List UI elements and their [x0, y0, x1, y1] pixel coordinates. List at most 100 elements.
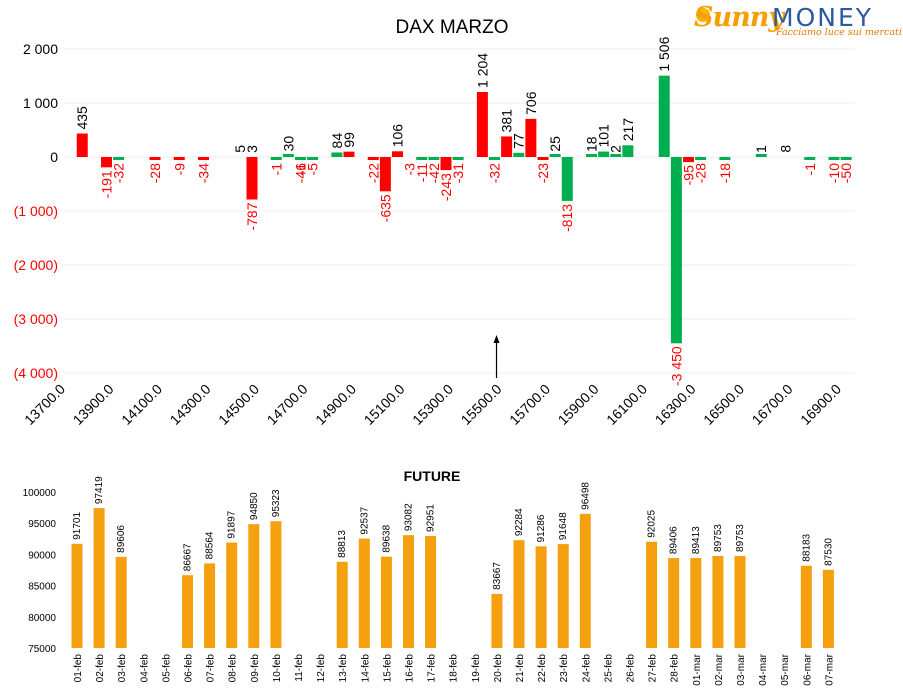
bar [513, 540, 525, 648]
data-label: -28 [147, 163, 163, 183]
bar [198, 157, 209, 160]
y-tick-label: (4 000) [14, 365, 58, 381]
data-label: 2 [608, 145, 624, 153]
x-tick-label: 18-feb [449, 654, 460, 683]
data-label: -18 [717, 163, 733, 183]
bar [598, 151, 610, 157]
x-tick-label: 26-feb [626, 654, 637, 683]
bar [428, 157, 440, 160]
bar [561, 157, 573, 201]
data-label: -50 [838, 163, 854, 183]
data-label: 25 [547, 136, 563, 152]
x-tick-label: 06-feb [184, 654, 195, 683]
x-tick-label: 15-feb [382, 654, 393, 683]
x-tick-label: 13-feb [338, 654, 349, 683]
bar [535, 546, 547, 648]
data-label: 8 [778, 145, 794, 153]
data-labels: 435 -191 -28 -9 -34 -787 -46 99 -22 -635 106 -243 1 … [74, 36, 854, 386]
price-marker-arrow [493, 335, 500, 378]
logo-tagline: Facciamo luce sui mercati [776, 27, 902, 38]
y-tick-label: (1 000) [14, 203, 58, 219]
bar [113, 157, 125, 160]
bar [586, 154, 597, 157]
data-label: 3 [244, 145, 260, 153]
sun-icon [696, 8, 710, 22]
x-tick-label: 16500.0 [700, 381, 747, 428]
data-label: 88813 [337, 530, 348, 558]
arrow-head [493, 335, 500, 343]
bar [622, 145, 634, 157]
bar [392, 151, 403, 157]
x-tick-label: 11-feb [294, 654, 305, 682]
bar [101, 157, 112, 168]
data-label: 89413 [691, 526, 702, 554]
x-tick-label: 01-mar [692, 653, 703, 685]
y-tick-label: 1 000 [23, 95, 58, 111]
bar [537, 157, 549, 160]
x-tick-label: 15500.0 [458, 381, 505, 428]
data-label: 92284 [514, 508, 525, 536]
data-label: -9 [171, 163, 187, 176]
bar [549, 154, 561, 157]
data-label: 217 [620, 118, 636, 142]
data-label: 99 [341, 132, 357, 148]
data-label: 89753 [735, 524, 746, 552]
x-tick-label: 05-feb [161, 654, 172, 683]
data-label: 87530 [823, 538, 834, 566]
bar [695, 157, 707, 160]
logo-brand-right: MONEY [772, 3, 874, 32]
data-label: 89406 [669, 526, 680, 554]
y-tick-label: 100000 [23, 488, 57, 499]
data-label: 706 [523, 91, 539, 115]
x-tick-label: 16700.0 [749, 381, 796, 428]
data-label: -787 [244, 202, 260, 230]
x-tick-label: 14-feb [360, 654, 371, 683]
data-label: 89753 [713, 524, 724, 552]
data-label: 91701 [72, 512, 83, 540]
data-label: 30 [280, 136, 296, 152]
data-label: -42 [426, 163, 442, 183]
bar [380, 556, 392, 648]
bar [670, 157, 682, 344]
data-label: 91897 [227, 510, 238, 538]
y-tick-label: 80000 [28, 613, 56, 624]
data-label: 5 [232, 145, 248, 153]
bar [367, 157, 379, 160]
bar [489, 157, 500, 160]
data-label: 101 [596, 124, 612, 148]
y-tick-label: (2 000) [14, 257, 58, 273]
bar [658, 75, 670, 157]
data-label: -34 [196, 163, 212, 183]
bar [513, 152, 525, 157]
bar [336, 561, 348, 648]
bar [755, 154, 767, 157]
x-tick-label: 16900.0 [797, 381, 844, 428]
data-label: 97419 [94, 476, 105, 504]
data-label: 1 [753, 145, 769, 153]
x-tick-label: 16100.0 [603, 381, 650, 428]
x-tick-label: 24-feb [581, 654, 592, 683]
bar [246, 157, 258, 200]
bar [358, 538, 370, 648]
data-label: -32 [487, 163, 503, 183]
bar [476, 91, 488, 157]
bar [182, 575, 193, 648]
data-label: 18 [584, 136, 600, 152]
data-label: 88564 [205, 531, 216, 559]
data-label: -243 [438, 173, 454, 201]
bar [204, 563, 216, 648]
data-label: -95 [681, 165, 697, 185]
y-tick-label: (3 000) [14, 311, 58, 327]
data-label: 381 [499, 109, 515, 133]
data-label: 1 506 [656, 36, 672, 71]
x-tick-label: 06-mar [802, 653, 813, 685]
bar [804, 157, 816, 160]
future-chart: FUTURE 75000 80000 85000 90000 95000 100000 9… [23, 468, 836, 686]
y-tick-label: 85000 [28, 582, 56, 593]
x-tick-label: 07-mar [824, 653, 835, 685]
data-label: -22 [365, 163, 381, 183]
x-tick-label: 16-feb [405, 654, 416, 683]
data-label: 93082 [404, 503, 415, 531]
x-tick-label: 03-mar [736, 653, 747, 685]
bar [452, 157, 464, 160]
